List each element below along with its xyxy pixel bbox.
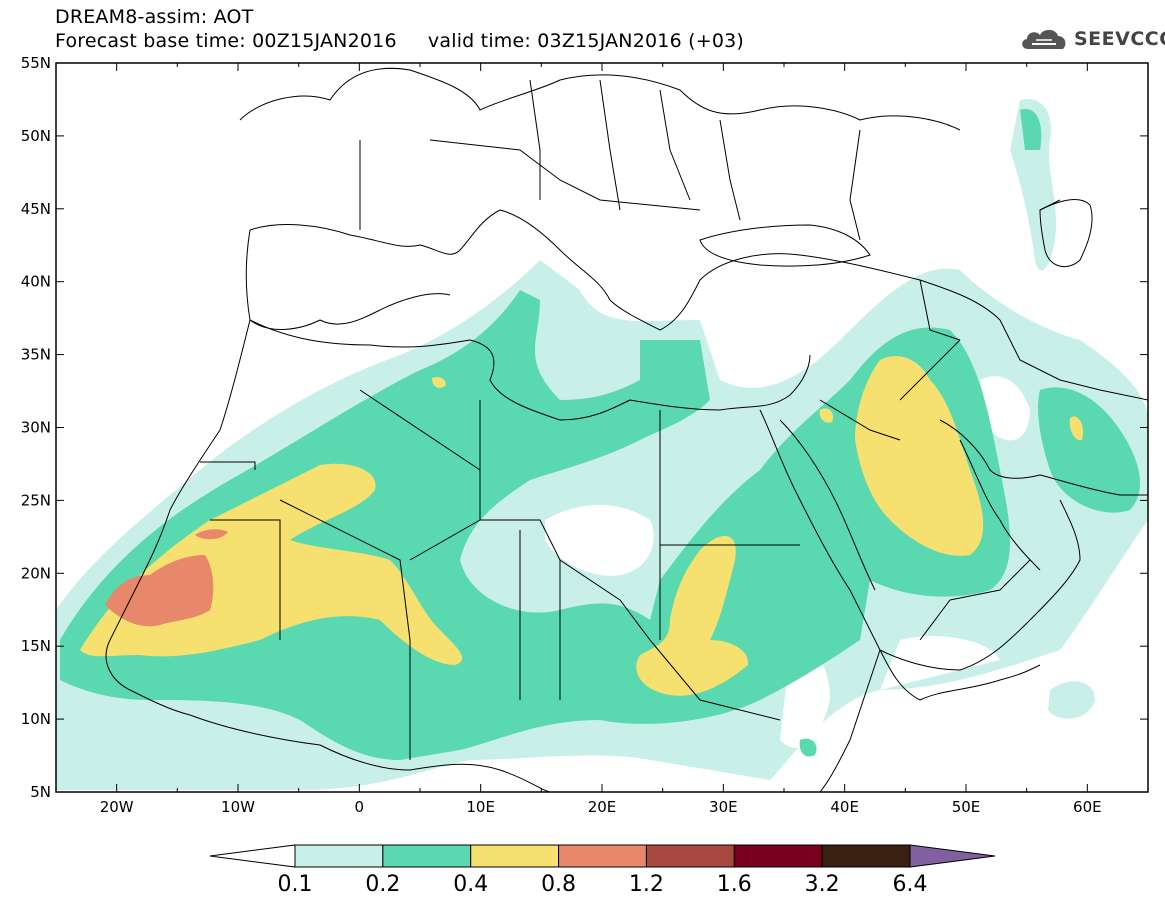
lon-axis: 20W 10W 0 10E 20E 30E 40E 50E 60E	[55, 63, 1149, 816]
lat-label: 5N	[30, 783, 51, 801]
lat-label: 35N	[21, 346, 51, 364]
colorbar: 0.1 0.2 0.4 0.8 1.2 1.6 3.2 6.4	[209, 844, 996, 897]
borders	[105, 67, 1148, 792]
lat-label: 50N	[21, 127, 51, 145]
lon-label: 50E	[952, 798, 981, 816]
lat-label: 15N	[21, 637, 51, 655]
colorbar-label: 1.6	[717, 872, 752, 897]
colorbar-label: 1.2	[629, 872, 664, 897]
colorbar-box	[558, 844, 647, 868]
colorbar-box	[382, 844, 472, 868]
lat-label: 20N	[21, 564, 51, 582]
lon-label: 20W	[100, 798, 134, 816]
colorbar-box	[821, 844, 911, 868]
lat-label: 30N	[21, 419, 51, 437]
colorbar-label: 0.1	[278, 872, 313, 897]
lon-label: 10E	[466, 798, 495, 816]
map-subtitle: Forecast base time: 00Z15JAN2016 valid t…	[55, 30, 745, 52]
lat-axis: 55N 50N 45N 40N 35N 30N 25N 20N 15N 10N 5N	[21, 54, 1148, 801]
lon-label: 60E	[1073, 798, 1102, 816]
logo-text: SEEVCCC	[1074, 28, 1165, 50]
aot-field	[56, 99, 1148, 790]
colorbar-box	[645, 844, 735, 868]
lon-label: 0	[355, 798, 365, 816]
colorbar-label: 6.4	[893, 872, 928, 897]
colorbar-label: 0.4	[453, 872, 488, 897]
lon-label: 20E	[588, 798, 617, 816]
colorbar-label: 0.2	[365, 872, 400, 897]
colorbar-box	[294, 844, 384, 868]
lon-label: 10W	[221, 798, 255, 816]
colorbar-arrow-low	[209, 844, 296, 868]
lat-label: 10N	[21, 710, 51, 728]
lon-label: 40E	[830, 798, 859, 816]
colorbar-box	[733, 844, 823, 868]
colorbar-label: 3.2	[805, 872, 840, 897]
cloud-icon	[1022, 29, 1066, 49]
lat-label: 45N	[21, 200, 51, 218]
colorbar-label: 0.8	[541, 872, 576, 897]
colorbar-box	[470, 844, 560, 868]
lat-label: 55N	[21, 54, 51, 72]
lat-label: 40N	[21, 273, 51, 291]
colorbar-arrow-high	[909, 844, 996, 868]
aot-level-0-8	[105, 529, 228, 627]
lat-label: 25N	[21, 491, 51, 509]
map-title: DREAM8-assim: AOT	[55, 6, 254, 28]
logo: SEEVCCC	[1018, 24, 1165, 54]
lon-label: 30E	[709, 798, 738, 816]
